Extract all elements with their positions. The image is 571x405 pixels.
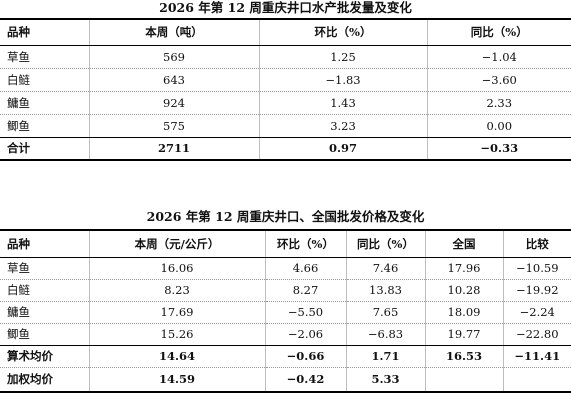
yoy-cell: 0.00 — [427, 114, 571, 138]
table2-header-row: 品种 本周（元/公斤） 环比（%） 同比（%） 全国 比较 — [0, 229, 571, 258]
variety-name: 鲫鱼 — [0, 323, 90, 346]
average-compare: −11.41 — [503, 345, 571, 368]
table1-header-row: 品种 本周（吨） 环比（%） 同比（%） — [0, 18, 571, 46]
table1-header-variety: 品种 — [0, 18, 90, 46]
table2-header-national: 全国 — [425, 229, 504, 258]
compare-cell: −19.92 — [503, 279, 571, 302]
average-national: 16.53 — [425, 345, 504, 368]
table1-total-row: 合计 2711 0.97 −0.33 — [0, 137, 571, 161]
volume-cell: 924 — [89, 91, 260, 115]
table2-header-yoy: 同比（%） — [346, 229, 426, 258]
table2-average-row: 算术均价 14.64 −0.66 1.71 16.53 −11.41 — [0, 345, 571, 368]
average-label: 算术均价 — [0, 345, 90, 368]
variety-name: 白鲢 — [0, 279, 90, 302]
table2-header-wow: 环比（%） — [265, 229, 347, 258]
variety-name: 草鱼 — [0, 45, 90, 69]
wow-cell: 4.66 — [265, 257, 347, 280]
table1-header-yoy: 同比（%） — [427, 18, 571, 46]
weighted-yoy: 5.33 — [346, 367, 426, 393]
compare-cell: −22.80 — [503, 323, 571, 346]
weighted-compare — [503, 367, 571, 393]
wow-cell: 8.27 — [265, 279, 347, 302]
variety-name: 鲫鱼 — [0, 114, 90, 138]
total-label: 合计 — [0, 137, 90, 161]
average-yoy: 1.71 — [346, 345, 426, 368]
table2-header-variety: 品种 — [0, 229, 90, 258]
volume-cell: 575 — [89, 114, 260, 138]
wow-cell: 1.43 — [259, 91, 428, 115]
weighted-wow: −0.42 — [265, 367, 347, 393]
yoy-cell: 2.33 — [427, 91, 571, 115]
yoy-cell: −1.04 — [427, 45, 571, 69]
yoy-cell: 13.83 — [346, 279, 426, 302]
table2-header-this-week: 本周（元/公斤） — [89, 229, 266, 258]
table-row: 鳙鱼 17.69 −5.50 7.65 18.09 −2.24 — [0, 301, 571, 324]
total-wow: 0.97 — [259, 137, 428, 161]
table-row: 鲫鱼 575 3.23 0.00 — [0, 114, 571, 138]
table2-weighted-row: 加权均价 14.59 −0.42 5.33 — [0, 367, 571, 393]
weighted-national — [425, 367, 504, 393]
average-wow: −0.66 — [265, 345, 347, 368]
price-cell: 8.23 — [89, 279, 266, 302]
total-volume: 2711 — [89, 137, 260, 161]
weighted-label: 加权均价 — [0, 367, 90, 393]
variety-name: 草鱼 — [0, 257, 90, 280]
wow-cell: −2.06 — [265, 323, 347, 346]
table-row: 白鲢 643 −1.83 −3.60 — [0, 68, 571, 92]
price-cell: 17.69 — [89, 301, 266, 324]
table1-header-this-week: 本周（吨） — [89, 18, 260, 46]
price-cell: 15.26 — [89, 323, 266, 346]
compare-cell: −10.59 — [503, 257, 571, 280]
wholesale-price-table: 品种 本周（元/公斤） 环比（%） 同比（%） 全国 比较 草鱼 16.06 4… — [0, 229, 571, 393]
table-row: 草鱼 16.06 4.66 7.46 17.96 −10.59 — [0, 257, 571, 280]
variety-name: 鳙鱼 — [0, 91, 90, 115]
yoy-cell: 7.65 — [346, 301, 426, 324]
table-row: 草鱼 569 1.25 −1.04 — [0, 45, 571, 69]
yoy-cell: −6.83 — [346, 323, 426, 346]
table1-title: 2026 年第 12 周重庆井口水产批发量及变化 — [159, 0, 412, 15]
compare-cell: −2.24 — [503, 301, 571, 324]
volume-cell: 569 — [89, 45, 260, 69]
total-yoy: −0.33 — [427, 137, 571, 161]
table-row: 鳙鱼 924 1.43 2.33 — [0, 91, 571, 115]
wholesale-volume-table: 品种 本周（吨） 环比（%） 同比（%） 草鱼 569 1.25 −1.04 白… — [0, 18, 571, 161]
average-price: 14.64 — [89, 345, 266, 368]
weighted-price: 14.59 — [89, 367, 266, 393]
price-cell: 16.06 — [89, 257, 266, 280]
variety-name: 鳙鱼 — [0, 301, 90, 324]
table1-header-wow: 环比（%） — [259, 18, 428, 46]
volume-cell: 643 — [89, 68, 260, 92]
table-row: 鲫鱼 15.26 −2.06 −6.83 19.77 −22.80 — [0, 323, 571, 346]
national-cell: 18.09 — [425, 301, 504, 324]
yoy-cell: −3.60 — [427, 68, 571, 92]
national-cell: 17.96 — [425, 257, 504, 280]
national-cell: 10.28 — [425, 279, 504, 302]
wow-cell: 1.25 — [259, 45, 428, 69]
variety-name: 白鲢 — [0, 68, 90, 92]
national-cell: 19.77 — [425, 323, 504, 346]
wow-cell: −1.83 — [259, 68, 428, 92]
yoy-cell: 7.46 — [346, 257, 426, 280]
table2-header-compare: 比较 — [503, 229, 571, 258]
table2-title: 2026 年第 12 周重庆井口、全国批发价格及变化 — [146, 209, 425, 224]
wow-cell: −5.50 — [265, 301, 347, 324]
wow-cell: 3.23 — [259, 114, 428, 138]
table-row: 白鲢 8.23 8.27 13.83 10.28 −19.92 — [0, 279, 571, 302]
